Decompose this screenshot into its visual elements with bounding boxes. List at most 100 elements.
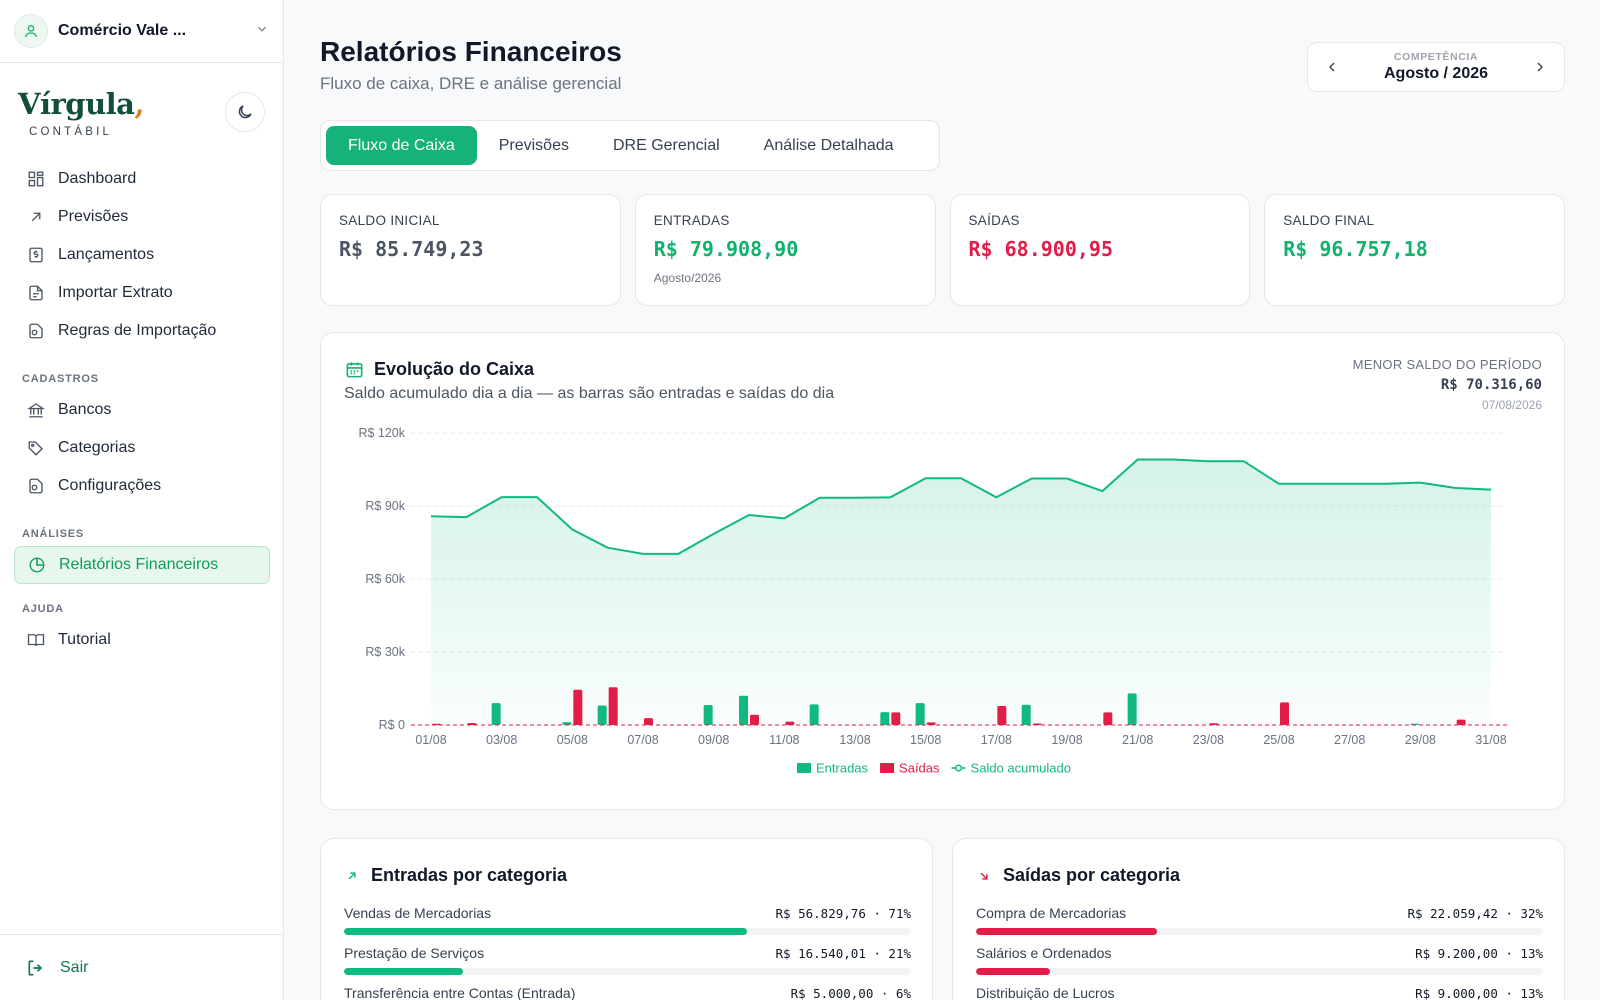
period-value: Agosto / 2026 bbox=[1383, 65, 1489, 82]
nav-label: Lançamentos bbox=[58, 246, 155, 263]
kpi-row: SALDO INICIAL R$ 85.749,23 ENTRADAS R$ 7… bbox=[320, 194, 1565, 306]
kpi-value: R$ 68.900,95 bbox=[968, 237, 1114, 261]
nav-item-dashboard[interactable]: Dashboard bbox=[0, 160, 284, 198]
chevron-down-icon bbox=[255, 22, 269, 41]
logout-icon bbox=[26, 958, 46, 978]
nav-item-relatorios-financeiros[interactable]: Relatórios Financeiros bbox=[14, 546, 270, 584]
nav-item-regras-importacao[interactable]: Regras de Importação bbox=[0, 312, 284, 350]
category-bar-track bbox=[344, 928, 911, 935]
chevron-right-icon[interactable] bbox=[1532, 59, 1548, 75]
user-icon bbox=[14, 14, 48, 48]
kpi-value: R$ 79.908,90 bbox=[653, 237, 799, 261]
category-amount: R$ 22.059,42 · 32% bbox=[1407, 905, 1543, 921]
x-tick-label: 15/08 bbox=[910, 733, 941, 747]
kpi-entradas: ENTRADAS R$ 79.908,90 Agosto/2026 bbox=[634, 194, 936, 306]
income-bar bbox=[739, 695, 748, 725]
entradas-title: Entradas por categoria bbox=[345, 865, 567, 886]
book-icon bbox=[26, 630, 46, 650]
expense-bar bbox=[891, 712, 901, 725]
kpi-value: R$ 96.757,18 bbox=[1283, 237, 1428, 261]
nav-item-lancamentos[interactable]: Lançamentos bbox=[0, 236, 284, 274]
expense-bar bbox=[997, 706, 1007, 725]
entradas-por-categoria-card: Entradas por categoria Vendas de Mercado… bbox=[320, 838, 933, 1000]
company-switcher[interactable]: Comércio Vale ... bbox=[0, 0, 283, 63]
nav-item-tutorial[interactable]: Tutorial bbox=[0, 621, 284, 659]
nav-item-importar-extrato[interactable]: Importar Extrato bbox=[0, 274, 284, 312]
income-bar bbox=[1127, 693, 1137, 725]
legend-swatch bbox=[954, 764, 963, 772]
income-bar bbox=[703, 705, 713, 725]
x-tick-label: 23/08 bbox=[1193, 733, 1224, 747]
category-amount: R$ 56.829,76 · 71% bbox=[775, 905, 911, 921]
kpi-label: SALDO FINAL bbox=[1283, 213, 1375, 228]
y-tick-label: R$ 60k bbox=[365, 572, 405, 586]
category-name: Vendas de Mercadorias bbox=[344, 905, 492, 921]
arrow-up-right-icon bbox=[345, 869, 359, 883]
x-tick-label: 29/08 bbox=[1405, 733, 1436, 747]
balance-area bbox=[431, 459, 1491, 725]
category-name: Transferência entre Contas (Entrada) bbox=[344, 985, 576, 1000]
kpi-label: SALDO INICIAL bbox=[339, 213, 440, 228]
file-rule-icon bbox=[26, 321, 46, 341]
category-amount: R$ 9.000,00 · 13% bbox=[1415, 985, 1543, 1000]
chart-subtitle: Saldo acumulado dia a dia — as barras sã… bbox=[344, 385, 835, 402]
legend-label: Saldo acumulado bbox=[971, 761, 1071, 776]
x-tick-label: 07/08 bbox=[627, 733, 658, 747]
kpi-sub: Agosto/2026 bbox=[653, 271, 722, 285]
x-tick-label: 01/08 bbox=[415, 733, 446, 747]
expense-bar bbox=[608, 687, 618, 725]
kpi-saldo-final: SALDO FINAL R$ 96.757,18 bbox=[1264, 194, 1565, 306]
tab-previsoes[interactable]: Previsões bbox=[498, 136, 569, 154]
nav-label: Previsões bbox=[58, 208, 129, 225]
category-bar-track bbox=[344, 968, 911, 975]
page-title: Relatórios Financeiros bbox=[320, 36, 622, 67]
category-bar-track bbox=[976, 928, 1543, 935]
nav-item-configuracoes[interactable]: Configurações bbox=[0, 467, 284, 505]
theme-toggle-button[interactable] bbox=[225, 92, 265, 132]
category-bar-track bbox=[976, 968, 1543, 975]
nav-section-ajuda: AJUDA bbox=[22, 603, 64, 615]
category-row: Transferência entre Contas (Entrada) R$ 5… bbox=[344, 983, 911, 1000]
nav-item-categorias[interactable]: Categorias bbox=[0, 429, 284, 467]
brand-tagline: CONTÁBIL bbox=[29, 126, 113, 138]
kpi-label: ENTRADAS bbox=[653, 213, 730, 228]
chevron-left-icon[interactable] bbox=[1324, 59, 1340, 75]
expense-bar bbox=[926, 722, 936, 725]
pie-chart-icon bbox=[27, 555, 47, 575]
min-balance-value: R$ 70.316,60 bbox=[1440, 377, 1542, 393]
category-name: Compra de Mercadorias bbox=[976, 905, 1127, 921]
income-bar bbox=[562, 722, 572, 725]
nav-label: Importar Extrato bbox=[58, 284, 173, 301]
x-tick-label: 09/08 bbox=[698, 733, 729, 747]
category-row: Vendas de Mercadorias R$ 56.829,76 · 71% bbox=[344, 903, 911, 935]
y-tick-label: R$ 0 bbox=[379, 718, 405, 732]
expense-bar bbox=[573, 689, 583, 725]
tab-dre-gerencial[interactable]: DRE Gerencial bbox=[612, 136, 720, 154]
balance-line bbox=[430, 458, 1492, 555]
legend-label: Entradas bbox=[816, 761, 869, 776]
brand-logo: Vírgula, CONTÁBIL bbox=[0, 63, 283, 153]
x-tick-label: 13/08 bbox=[839, 733, 870, 747]
tab-analise-detalhada[interactable]: Análise Detalhada bbox=[763, 136, 894, 154]
nav-label: Tutorial bbox=[58, 631, 111, 648]
logout-button[interactable]: Sair bbox=[0, 934, 284, 1000]
expense-bar bbox=[1280, 702, 1289, 725]
x-tick-label: 19/08 bbox=[1051, 733, 1082, 747]
category-row: Prestação de Serviços R$ 16.540,01 · 21% bbox=[344, 943, 911, 975]
nav-item-bancos[interactable]: Bancos bbox=[0, 391, 284, 429]
min-balance-date: 07/08/2026 bbox=[1481, 398, 1542, 412]
nav-item-previsoes[interactable]: Previsões bbox=[0, 198, 284, 236]
logout-label: Sair bbox=[60, 958, 89, 976]
bank-icon bbox=[26, 400, 46, 420]
expense-bar bbox=[785, 721, 795, 725]
income-bar bbox=[597, 705, 607, 725]
x-tick-label: 21/08 bbox=[1122, 733, 1153, 747]
nav-label: Categorias bbox=[58, 439, 136, 456]
chart-title: Evolução do Caixa bbox=[345, 359, 534, 380]
category-name: Distribuição de Lucros bbox=[976, 985, 1115, 1000]
nav-label: Regras de Importação bbox=[58, 322, 217, 339]
income-bar bbox=[809, 704, 819, 725]
tab-fluxo-de-caixa[interactable]: Fluxo de Caixa bbox=[326, 126, 477, 165]
category-bar-fill bbox=[976, 968, 1050, 975]
min-balance-box: MENOR SALDO DO PERÍODO R$ 70.316,60 07/0… bbox=[1353, 357, 1542, 412]
